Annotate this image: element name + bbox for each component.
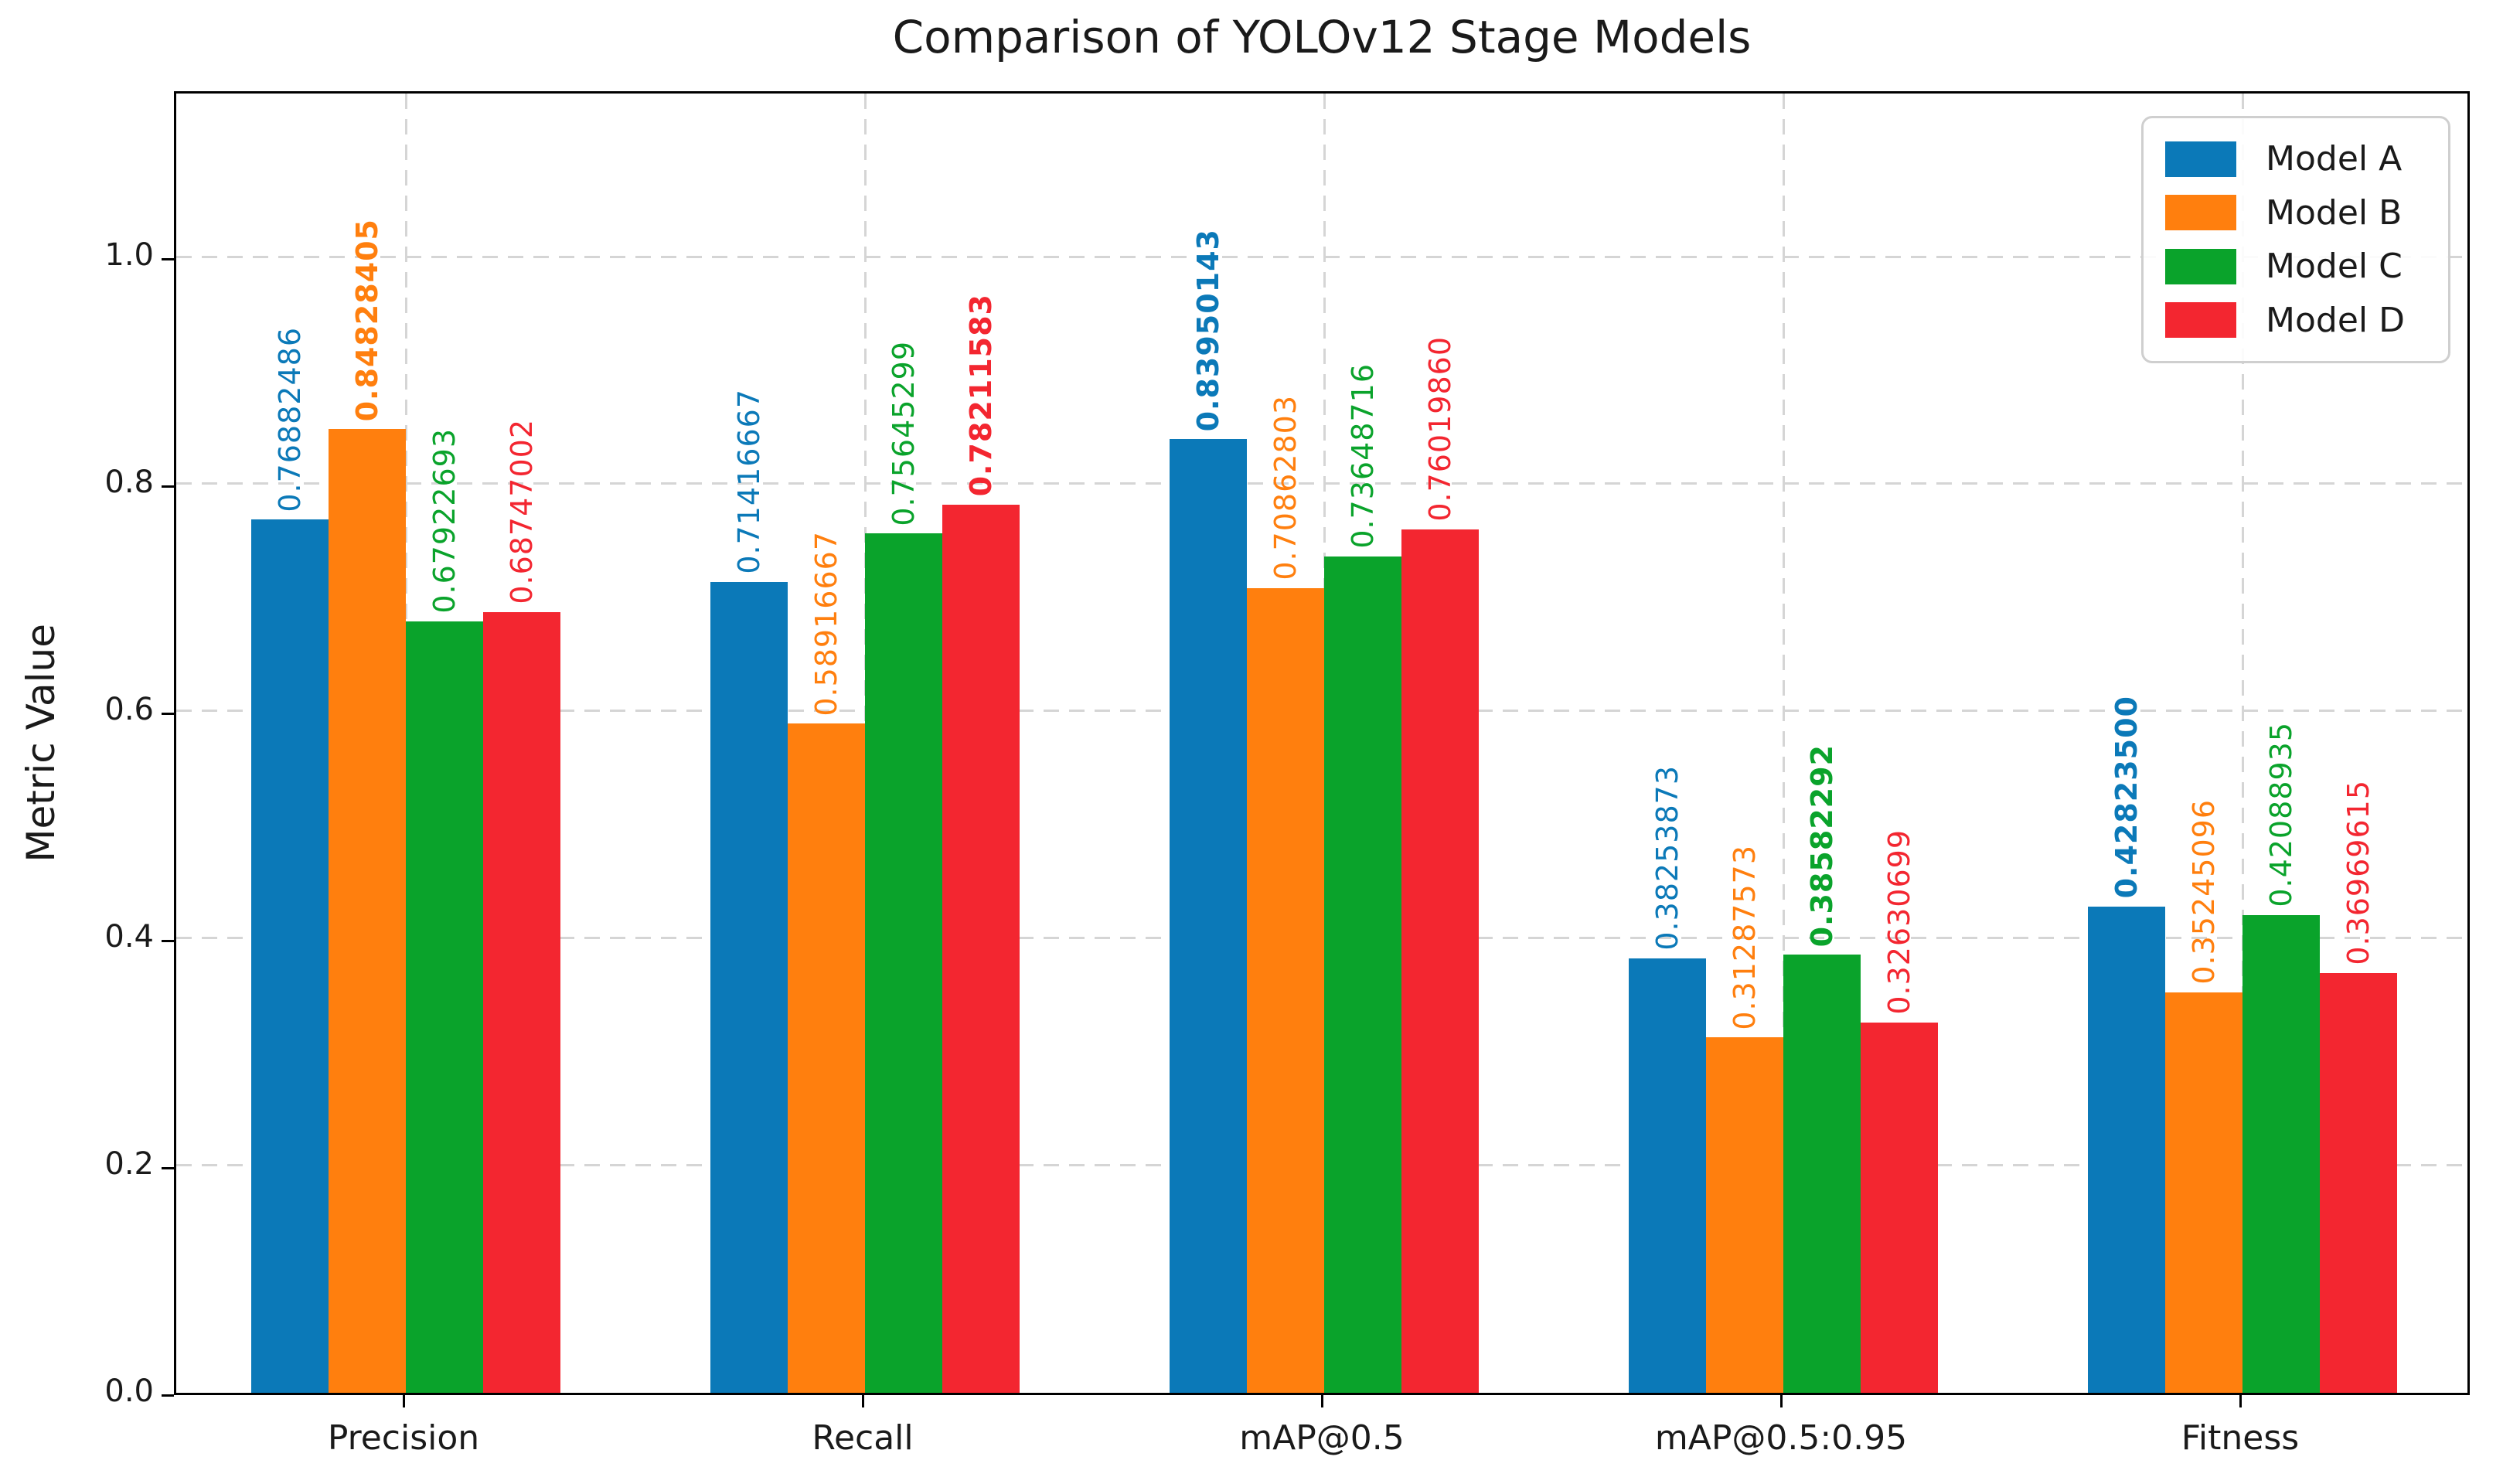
bar-model-d — [1401, 529, 1479, 1393]
bar-model-a — [2088, 906, 2165, 1393]
chart-title: Comparison of YOLOv12 Stage Models — [892, 11, 1752, 63]
v-gridline — [2242, 94, 2244, 1393]
legend-row: Model A — [2165, 139, 2426, 179]
bar-value-label: 0.71416667 — [732, 388, 766, 574]
bar-value-label: 0.75645299 — [887, 340, 921, 526]
y-tick-label: 1.0 — [104, 237, 154, 274]
y-tick-mark — [162, 257, 174, 260]
bar-model-a — [1629, 958, 1706, 1393]
y-axis-label-container: Metric Value — [14, 91, 68, 1395]
legend-swatch — [2165, 195, 2236, 231]
x-tick-label: Precision — [327, 1418, 480, 1458]
bar-value-label: 0.73648716 — [1346, 363, 1380, 549]
x-tick-mark — [861, 1395, 864, 1407]
y-tick-label: 0.6 — [104, 692, 154, 728]
y-tick-label: 0.8 — [104, 465, 154, 501]
bar-model-c — [1324, 556, 1401, 1393]
legend-row: Model B — [2165, 193, 2426, 233]
bar-model-d — [942, 504, 1020, 1393]
y-tick-mark — [162, 939, 174, 942]
bar-value-label: 0.35245096 — [2187, 799, 2221, 985]
bar-value-label: 0.42088935 — [2264, 721, 2298, 907]
legend-label: Model B — [2266, 192, 2403, 233]
x-tick-label: mAP@0.5:0.95 — [1654, 1418, 1908, 1458]
x-tick-mark — [1320, 1395, 1323, 1407]
legend-row: Model D — [2165, 301, 2426, 340]
legend-swatch — [2165, 302, 2236, 339]
bar-model-b — [1706, 1037, 1783, 1393]
bar-value-label: 0.67922693 — [427, 428, 461, 614]
bar-model-d — [2320, 972, 2397, 1393]
bar-model-d — [1861, 1022, 1938, 1393]
bar-value-label: 0.58916667 — [809, 530, 843, 716]
bar-model-a — [1170, 439, 1247, 1393]
legend-label: Model C — [2266, 247, 2403, 287]
bar-value-label: 0.76019860 — [1423, 336, 1457, 522]
bar-model-a — [251, 519, 329, 1393]
legend-swatch — [2165, 141, 2236, 177]
y-axis-label: Metric Value — [19, 624, 63, 863]
h-gridline — [176, 255, 2467, 258]
bar-value-label: 0.32630699 — [1882, 829, 1916, 1015]
bar-model-d — [483, 611, 560, 1393]
legend-label: Model D — [2266, 300, 2405, 340]
legend-row: Model C — [2165, 247, 2426, 286]
y-tick-label: 0.0 — [104, 1373, 154, 1409]
bar-value-label: 0.78211583 — [964, 294, 998, 497]
bar-model-b — [1247, 587, 1324, 1393]
legend: Model A Model B Model C Model D — [2141, 116, 2450, 363]
y-tick-mark — [162, 1166, 174, 1169]
x-tick-label: mAP@0.5 — [1239, 1418, 1405, 1458]
bar-value-label: 0.76882486 — [273, 326, 307, 512]
plot-area: 0.76882486 0.84828405 0.67922693 0.68747002… — [174, 91, 2470, 1395]
bar-model-b — [329, 429, 406, 1393]
bar-model-c — [1783, 955, 1861, 1393]
x-tick-label: Recall — [812, 1418, 914, 1458]
x-tick-mark — [1779, 1395, 1783, 1407]
y-tick-label: 0.2 — [104, 1146, 154, 1183]
bar-value-label: 0.38253873 — [1650, 765, 1684, 951]
bar-value-label: 0.31287573 — [1728, 844, 1762, 1030]
x-tick-mark — [2239, 1395, 2242, 1407]
x-tick-label: Fitness — [2181, 1418, 2300, 1458]
bar-value-label: 0.38582292 — [1805, 744, 1839, 948]
y-tick-mark — [162, 485, 174, 488]
bar-model-b — [788, 723, 865, 1393]
bar-model-b — [2165, 992, 2242, 1393]
x-tick-mark — [402, 1395, 405, 1407]
bar-value-label: 0.83950143 — [1191, 228, 1225, 432]
bar-value-label: 0.36969615 — [2341, 780, 2375, 965]
bar-value-label: 0.68747002 — [505, 419, 539, 604]
y-tick-label: 0.4 — [104, 919, 154, 955]
v-gridline — [1783, 94, 1785, 1393]
bar-value-label: 0.70862803 — [1269, 395, 1303, 580]
bar-value-label: 0.84828405 — [350, 219, 384, 422]
legend-label: Model A — [2266, 139, 2403, 179]
legend-swatch — [2165, 248, 2236, 284]
h-gridline — [176, 482, 2467, 485]
y-tick-mark — [162, 712, 174, 715]
bar-value-label: 0.42823500 — [2110, 696, 2144, 899]
bar-model-a — [710, 581, 788, 1393]
bar-model-c — [2242, 914, 2320, 1393]
y-tick-mark — [162, 1394, 174, 1397]
bar-model-c — [865, 533, 942, 1393]
bar-model-c — [406, 621, 483, 1393]
